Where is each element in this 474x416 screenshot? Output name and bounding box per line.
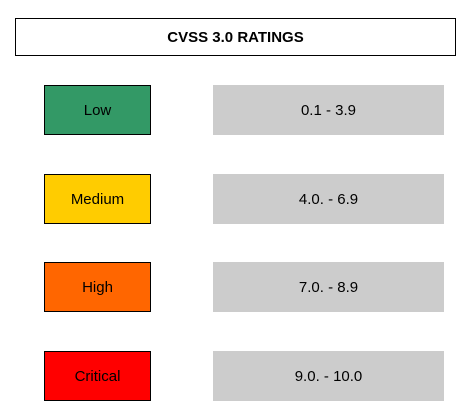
score-range-medium: 4.0. - 6.9 (213, 174, 444, 224)
ratings-title: CVSS 3.0 RATINGS (15, 18, 456, 56)
rating-row-critical: Critical 9.0. - 10.0 (0, 351, 474, 401)
rating-row-high: High 7.0. - 8.9 (0, 262, 474, 312)
severity-label-low: Low (44, 85, 151, 135)
score-range-high: 7.0. - 8.9 (213, 262, 444, 312)
score-range-low: 0.1 - 3.9 (213, 85, 444, 135)
severity-label-critical: Critical (44, 351, 151, 401)
severity-label-high: High (44, 262, 151, 312)
score-range-critical: 9.0. - 10.0 (213, 351, 444, 401)
rating-row-medium: Medium 4.0. - 6.9 (0, 174, 474, 224)
severity-label-medium: Medium (44, 174, 151, 224)
rating-row-low: Low 0.1 - 3.9 (0, 85, 474, 135)
